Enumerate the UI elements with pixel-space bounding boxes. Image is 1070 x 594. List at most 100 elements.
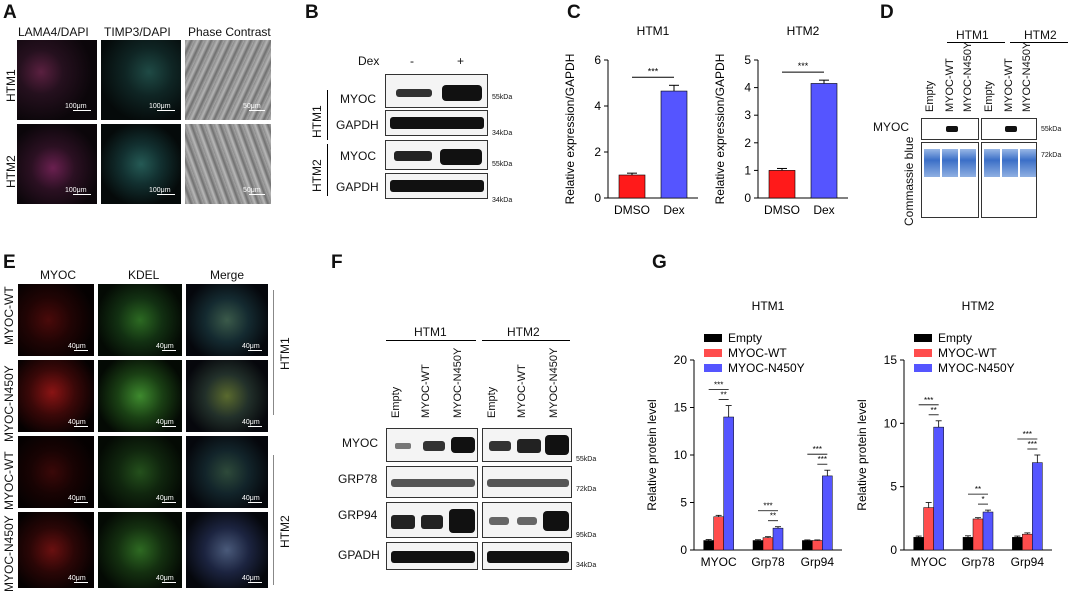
panel-e-image: 40μm xyxy=(18,284,94,356)
panel-e-group-htm1: HTM1 xyxy=(278,337,292,370)
kda-label: 72kDa xyxy=(1041,152,1062,159)
y-tick-label: 0 xyxy=(594,191,601,205)
y-tick-label: 2 xyxy=(744,136,751,150)
panel-a-col-label-timp3: TIMP3/DAPI xyxy=(104,25,171,39)
x-tick-label: MYOC xyxy=(911,555,947,569)
x-tick-label: Grp94 xyxy=(1011,555,1045,569)
scale-label: 50μm xyxy=(243,103,261,110)
y-tick-label: 10 xyxy=(674,448,688,462)
bar xyxy=(660,90,688,199)
panel-a-image-htm2-lama4: 100μm xyxy=(17,124,97,204)
bar xyxy=(810,83,838,199)
x-tick-label: Grp78 xyxy=(961,555,995,569)
panel-g-chart-htm2: HTM2EmptyMYOC-WTMYOC-N450Y051015MYOC****… xyxy=(855,300,1052,569)
y-tick-label: 5 xyxy=(680,496,687,510)
legend-label: MYOC-WT xyxy=(728,346,787,360)
legend-label: MYOC-WT xyxy=(938,346,997,360)
bar xyxy=(923,507,934,551)
y-tick-label: 0 xyxy=(744,191,751,205)
kda-label: 72kDa xyxy=(576,486,597,493)
scale-label: 40μm xyxy=(242,343,260,350)
significance-label: ** xyxy=(975,485,981,494)
scale-label: 40μm xyxy=(156,419,174,426)
bar xyxy=(1022,533,1033,551)
panel-d-group-htm2: HTM2 xyxy=(1024,28,1057,42)
panel-d-lane-label: Empty xyxy=(924,80,936,112)
x-tick-label: DMSO xyxy=(764,203,800,217)
bar xyxy=(1012,537,1023,551)
panel-e-col-label-kdel: KDEL xyxy=(128,268,160,282)
chart-title: HTM1 xyxy=(752,300,785,313)
y-tick-label: 5 xyxy=(744,53,751,67)
scale-label: 40μm xyxy=(156,575,174,582)
panel-f-group-htm1: HTM1 xyxy=(414,325,447,339)
kda-label: 55kDa xyxy=(576,456,597,463)
panel-c-chart-htm2: HTM2 0 1 2 3 4 5 DMSO Dex *** Relative expression/… xyxy=(713,24,848,217)
bar xyxy=(802,540,813,551)
panel-e-col-label-myoc: MYOC xyxy=(40,268,76,282)
bar xyxy=(703,540,714,551)
panel-f-blot xyxy=(482,542,572,570)
panel-a-row-label-htm1: HTM1 xyxy=(4,69,18,102)
panel-b-blot-gapdh-htm1 xyxy=(385,110,488,136)
y-tick-label: 6 xyxy=(594,53,601,67)
panel-f-lane-label: Empty xyxy=(390,386,402,418)
kda-label: 95kDa xyxy=(576,532,597,539)
scale-label: 40μm xyxy=(68,495,86,502)
panel-a-image-htm1-lama4: 100μm xyxy=(17,40,97,120)
bar xyxy=(933,426,944,551)
panel-f-blot xyxy=(386,502,478,538)
panel-e-row-label: MYOC-WT xyxy=(2,286,16,345)
panel-e-image: 40μm xyxy=(98,360,182,432)
significance-label: *** xyxy=(924,396,933,405)
panel-e-image: 40μm xyxy=(18,360,94,432)
panel-f-band-label: GRP78 xyxy=(338,472,378,486)
scale-label: 40μm xyxy=(242,495,260,502)
y-tick-label: 5 xyxy=(890,480,897,494)
chart-title: HTM2 xyxy=(787,24,820,38)
scale-label: 40μm xyxy=(242,575,260,582)
panel-letter-b: B xyxy=(305,2,319,23)
bar xyxy=(618,174,646,199)
panel-a-image-htm1-timp3: 100μm xyxy=(101,40,181,120)
panel-f-blot xyxy=(386,428,478,462)
bar xyxy=(982,511,994,551)
panel-e-group-htm2: HTM2 xyxy=(278,515,292,548)
x-tick-label: Dex xyxy=(813,203,834,217)
kda-label: 34kDa xyxy=(492,130,513,137)
x-tick-label: Grp78 xyxy=(751,555,785,569)
panel-d-lane-label: MYOC-N450Y xyxy=(962,41,974,112)
y-tick-label: 15 xyxy=(674,401,688,415)
legend-label: Empty xyxy=(728,331,762,345)
panel-d-blot-myoc-htm1 xyxy=(921,118,979,140)
panel-e-image: 40μm xyxy=(186,436,268,508)
scale-label: 100μm xyxy=(149,103,171,110)
panel-f-blot xyxy=(482,466,572,498)
significance-label: *** xyxy=(818,455,827,464)
scale-label: 40μm xyxy=(68,419,86,426)
panel-a-col-label-lama4: LAMA4/DAPI xyxy=(18,25,89,39)
panel-f-lane-label: MYOC-N450Y xyxy=(452,347,464,418)
panel-d-gel-htm2 xyxy=(981,142,1037,218)
bar xyxy=(762,537,774,551)
legend-swatch xyxy=(914,349,932,357)
kda-label: 55kDa xyxy=(492,161,513,168)
panel-e-image: 40μm xyxy=(186,512,268,588)
panel-e-image: 40μm xyxy=(18,512,94,588)
chart-title: HTM1 xyxy=(637,24,670,38)
panel-f-blot xyxy=(386,542,478,570)
panel-e-col-label-merge: Merge xyxy=(210,268,245,282)
significance-label: *** xyxy=(714,381,723,390)
legend-label: MYOC-N450Y xyxy=(728,361,805,375)
y-tick-label: 1 xyxy=(744,163,751,177)
panel-b-band-label: MYOC xyxy=(340,92,376,106)
bar xyxy=(812,540,823,551)
panel-c-chart-htm1: HTM1 0 2 4 6 DMSO Dex *** Relative expression/GA… xyxy=(563,24,698,217)
panel-letter-c: C xyxy=(567,2,581,23)
chart-title: HTM2 xyxy=(962,300,995,313)
legend-swatch xyxy=(704,364,722,372)
y-tick-label: 4 xyxy=(744,81,751,95)
scale-label: 50μm xyxy=(243,187,261,194)
panel-b-group-htm2: HTM2 xyxy=(310,159,324,192)
